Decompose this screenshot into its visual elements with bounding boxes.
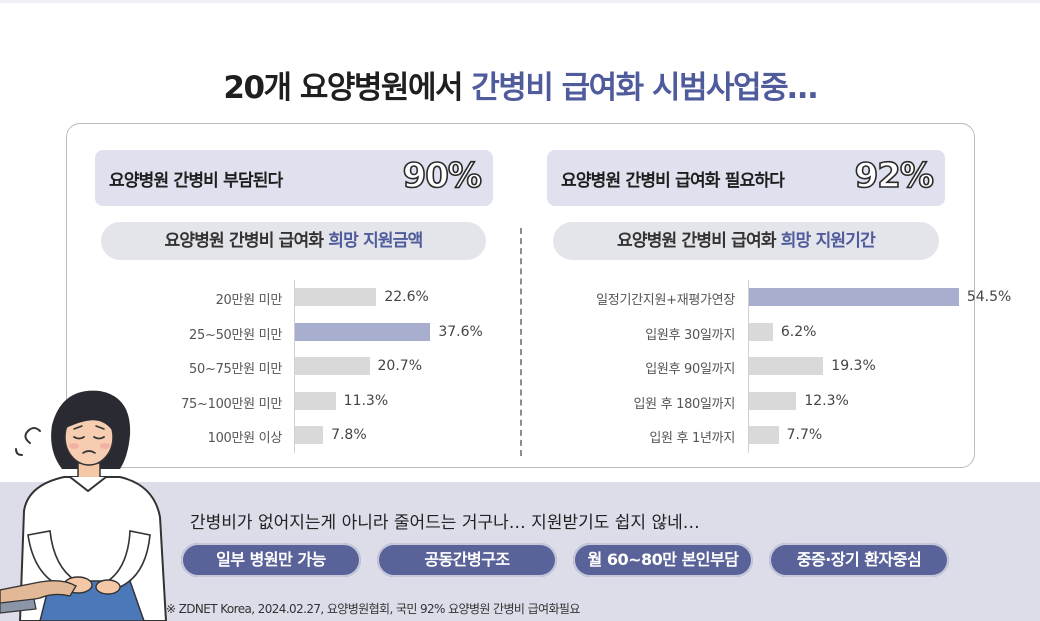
category-label: 50~75만원 미만 xyxy=(189,362,282,377)
value-label: 20.7% xyxy=(377,358,422,374)
chart-title-amount: 요양병원 간병비 급여화 희망 지원금액 xyxy=(101,222,486,260)
value-label: 7.7% xyxy=(786,427,823,443)
page-title: 20개 요양병원에서 간병비 급여화 시범사업중… xyxy=(0,62,1040,107)
category-label: 20만원 미만 xyxy=(215,293,283,308)
bar xyxy=(295,357,370,375)
value-label: 7.8% xyxy=(331,427,367,443)
value-label: 19.3% xyxy=(831,358,876,374)
stat-value: 90% xyxy=(402,155,483,197)
bar xyxy=(749,426,779,444)
value-label: 54.5% xyxy=(966,289,1012,305)
top-strip xyxy=(0,0,1040,3)
bar xyxy=(749,391,797,410)
worried-person-illustration xyxy=(0,390,168,621)
bar xyxy=(295,322,431,341)
stat-label: 요양병원 간병비 부담된다 xyxy=(109,171,283,191)
category-label: 입원후 90일까지 xyxy=(645,362,735,377)
category-label: 25~50만원 미만 xyxy=(189,327,282,343)
stat-value: 92% xyxy=(854,155,935,197)
tag-severe-patients: 중증·장기 환자중심 xyxy=(769,543,949,577)
tag-self-pay: 월 60~80만 본인부담 xyxy=(573,543,753,577)
category-label: 입원 후 180일까지 xyxy=(633,396,735,412)
value-label: 11.3% xyxy=(343,392,389,409)
category-label: 입원후 30일까지 xyxy=(645,327,735,343)
chart-title-plain: 요양병원 간병비 급여화 xyxy=(164,231,329,251)
bar xyxy=(749,288,959,306)
value-label: 37.6% xyxy=(438,323,483,340)
tag-shared-care: 공동간병구조 xyxy=(377,543,557,577)
value-label: 6.2% xyxy=(780,323,817,340)
category-label: 입원 후 1년까지 xyxy=(649,431,735,446)
bar xyxy=(749,357,824,375)
bar xyxy=(295,391,336,410)
tag-limited-hospitals: 일부 병원만 가능 xyxy=(181,543,361,577)
value-label: 22.6% xyxy=(384,289,429,305)
stat-box-need: 요양병원 간병비 급여화 필요하다 92% xyxy=(547,150,945,206)
chart-title-highlight: 희망 지원금액 xyxy=(328,231,423,251)
stat-label: 요양병원 간병비 급여화 필요하다 xyxy=(561,171,785,191)
value-label: 12.3% xyxy=(804,392,849,409)
bar xyxy=(749,322,773,341)
source-note: ※ ZDNET Korea, 2024.02.27, 요양병원협회, 국민 92… xyxy=(166,602,580,616)
chart-axis xyxy=(294,280,295,453)
title-prefix: 20개 요양병원에서 xyxy=(223,70,472,106)
category-label: 75~100만원 미만 xyxy=(181,396,282,412)
chart-title-period: 요양병원 간병비 급여화 희망 지원기간 xyxy=(553,222,939,260)
chart-divider xyxy=(520,228,522,456)
title-highlight: 간병비 급여화 시범사업중… xyxy=(471,70,818,106)
bar xyxy=(295,288,377,306)
category-label: 일정기간지원+재평가연장 xyxy=(596,293,735,308)
chart-title-plain: 요양병원 간병비 급여화 xyxy=(617,231,781,251)
chart-axis xyxy=(748,280,749,453)
stat-box-burden: 요양병원 간병비 부담된다 90% xyxy=(95,150,493,206)
category-label: 100만원 이상 xyxy=(207,431,283,446)
quote-text: 간병비가 없어지는게 아니라 줄어드는 거구나… 지원받기도 쉽지 않네… xyxy=(190,513,700,533)
chart-title-highlight: 희망 지원기간 xyxy=(780,231,876,251)
bar xyxy=(295,426,324,444)
